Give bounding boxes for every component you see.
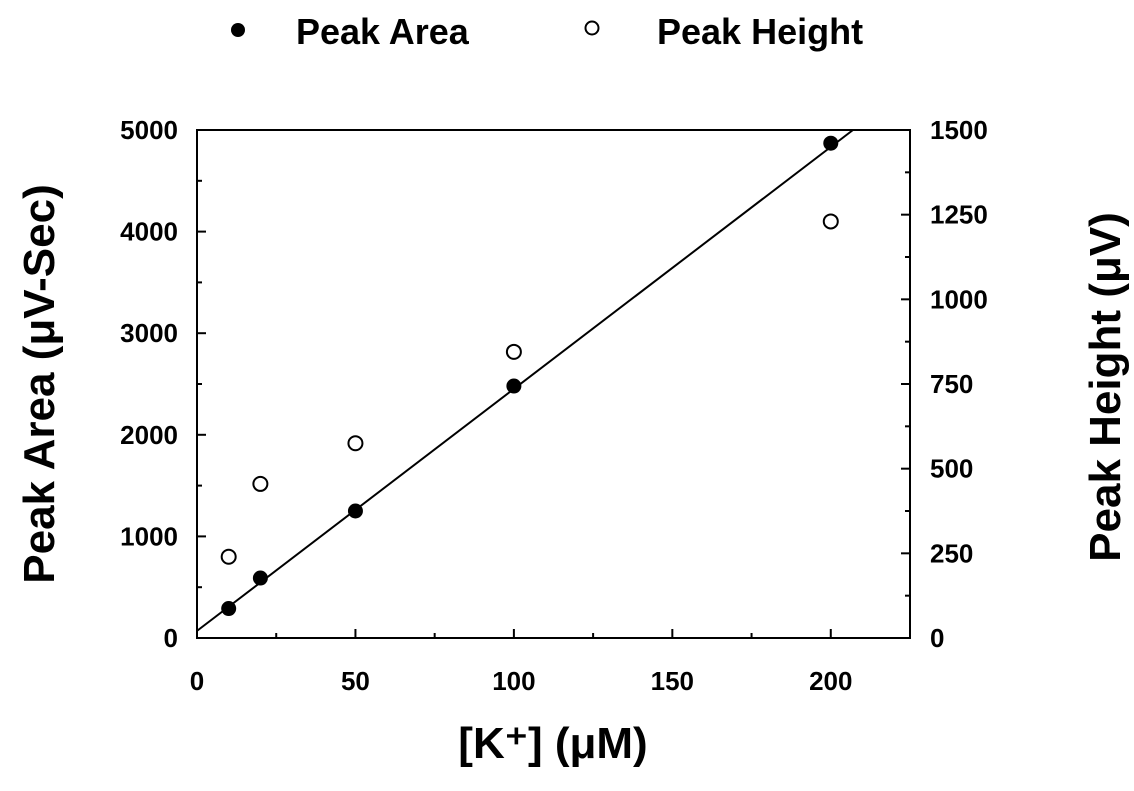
peak-area-point (221, 601, 237, 617)
peak-area-point (347, 503, 363, 519)
x-tick-label: 150 (651, 666, 694, 696)
x-tick-label: 0 (190, 666, 204, 696)
fit-line (196, 129, 854, 632)
x-axis: 0 50 100 150 200 (190, 629, 911, 696)
y2-tick-label: 1500 (930, 115, 988, 145)
plot-frame (196, 129, 911, 639)
y-tick-label: 3000 (120, 318, 178, 348)
x-axis-title: [K⁺] (μM) (458, 719, 647, 768)
legend-label-peak-height: Peak Height (657, 11, 863, 52)
y-axis-left: 0 1000 2000 3000 4000 5000 (120, 115, 206, 653)
legend-marker-peak-area (231, 23, 245, 37)
y-tick-label: 4000 (120, 217, 178, 247)
legend-marker-peak-height (584, 20, 600, 36)
peak-area-point (823, 135, 839, 151)
y-axis-title-right: Peak Height (μV) (1081, 212, 1130, 562)
y2-tick-label: 1000 (930, 284, 988, 314)
y-tick-label: 1000 (120, 521, 178, 551)
series-group (220, 135, 839, 617)
peak-height-point (220, 548, 237, 565)
y-tick-label: 2000 (120, 420, 178, 450)
fit-line-group (196, 129, 854, 632)
peak-area-point (252, 570, 268, 586)
peak-height-point (822, 213, 839, 230)
y2-tick-label: 1250 (930, 200, 988, 230)
y-axis-title-left: Peak Area (μV-Sec) (15, 184, 64, 584)
x-tick-label: 100 (492, 666, 535, 696)
peak-area-point (506, 378, 522, 394)
y-tick-label: 5000 (120, 115, 178, 145)
peak-height-point (505, 343, 522, 360)
y2-tick-label: 0 (930, 623, 944, 653)
y2-tick-label: 750 (930, 369, 973, 399)
x-tick-label: 50 (341, 666, 370, 696)
y2-tick-label: 500 (930, 454, 973, 484)
legend-label-peak-area: Peak Area (296, 11, 470, 52)
peak-height-point (347, 435, 364, 452)
x-tick-label: 200 (809, 666, 852, 696)
legend: Peak Area Peak Height (231, 11, 863, 52)
y-tick-label: 0 (164, 623, 178, 653)
peak-height-point (252, 475, 269, 492)
y2-tick-label: 250 (930, 538, 973, 568)
y-axis-right: 0 250 500 750 1000 1250 1500 (901, 115, 988, 653)
